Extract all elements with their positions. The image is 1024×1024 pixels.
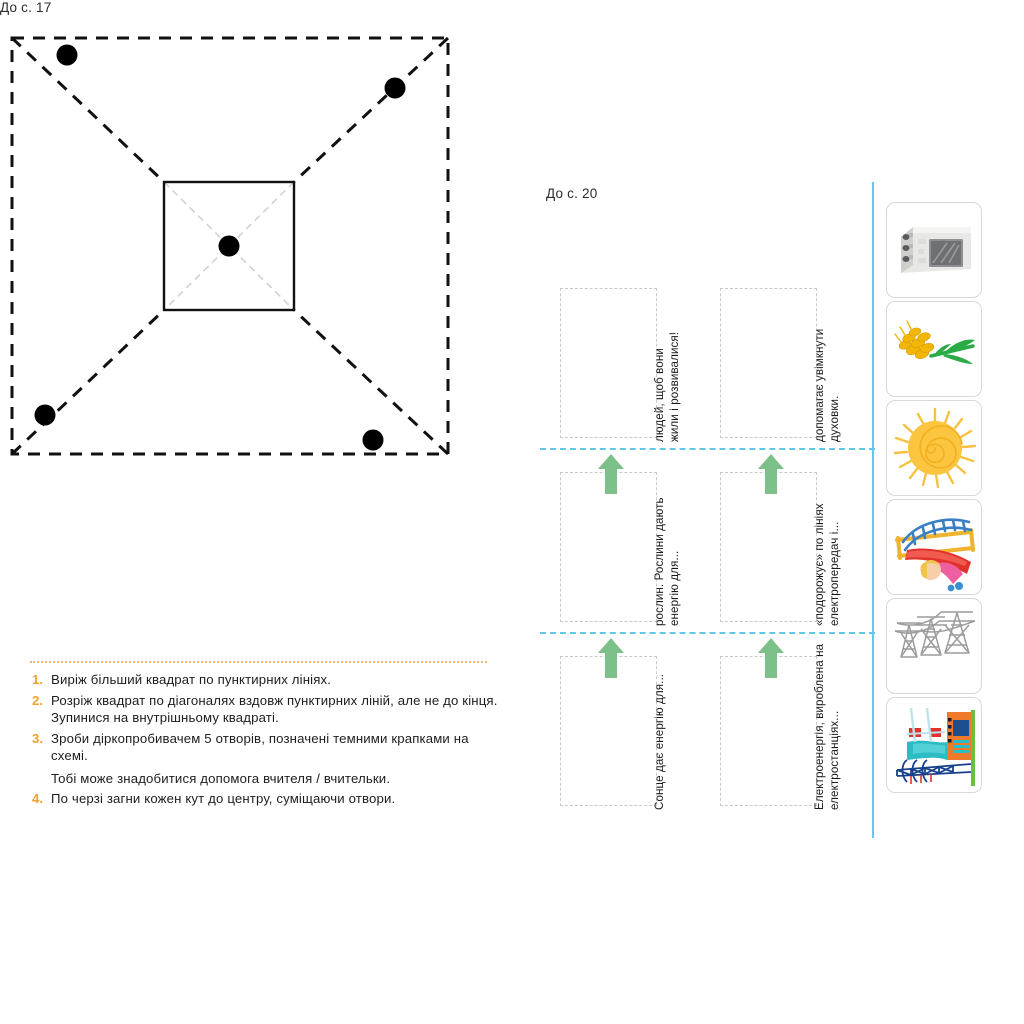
instruction-text-4: По черзі загни кожен кут до центру, сумі…	[51, 791, 396, 806]
instruction-item-4: 4. По черзі загни кожен кут до центру, с…	[32, 790, 502, 808]
green-arrow-up-icon-4	[758, 638, 784, 678]
oven-card[interactable]	[886, 202, 982, 298]
chain-label-mid-right: «подорожує» по лініях електропередач і...	[813, 503, 841, 626]
instruction-note: Тобі може знадобитися допомога вчителя /…	[51, 770, 391, 786]
instruction-text-1: Виріж більший квадрат по пунктирних ліні…	[51, 672, 332, 687]
green-arrow-up-icon-1	[598, 454, 624, 494]
drop-box-top-right[interactable]	[720, 288, 817, 438]
right-caption: До с. 20	[546, 186, 598, 201]
power-towers-card[interactable]	[886, 598, 982, 694]
child-on-slide-icon	[895, 518, 975, 592]
instructions-list: 1. Виріж більший квадрат по пунктирних л…	[32, 671, 502, 811]
picture-cards-column	[886, 202, 982, 796]
drop-box-mid-left[interactable]	[560, 472, 657, 622]
fold-square-scheme	[4, 30, 456, 462]
drop-box-mid-right[interactable]	[720, 472, 817, 622]
chain-label-bottom-right: Електроенергія, вироблена на електростан…	[813, 643, 841, 810]
chain-row-middle: рослин. Рослини дають енергію для... «под…	[540, 458, 880, 628]
chain-cell-bottom-left: Сонце дає енергію для...	[548, 642, 711, 812]
power-station-card[interactable]	[886, 697, 982, 793]
chain-row-top: людей, щоб вони жили і розвивалися! допом…	[540, 274, 880, 444]
cyan-divider-lower	[540, 632, 875, 634]
inner-solid-square	[162, 180, 296, 312]
chain-cell-top-left: людей, щоб вони жили і розвивалися!	[548, 274, 711, 444]
chain-cell-mid-right: «подорожує» по лініях електропередач і...	[708, 458, 871, 628]
oven-icon	[901, 227, 971, 273]
drop-box-bottom-right[interactable]	[720, 656, 817, 806]
hole-center	[218, 235, 240, 257]
wheat-ear-icon	[894, 320, 975, 364]
green-arrow-up-icon-3	[598, 638, 624, 678]
power-station-icon	[896, 707, 975, 786]
chain-row-bottom: Сонце дає енергію для... Електроенергія,…	[540, 642, 880, 812]
hole-bottom-left	[34, 404, 56, 426]
drop-box-top-left[interactable]	[560, 288, 657, 438]
instruction-item-3: 3. Зроби діркопробивачем 5 отворів, позн…	[32, 730, 502, 765]
punch-holes	[34, 44, 406, 451]
power-transmission-towers-icon	[894, 611, 976, 658]
chain-cell-top-right: допомагає увімкнути духовки.	[708, 274, 871, 444]
instruction-item-1: 1. Виріж більший квадрат по пунктирних л…	[32, 671, 502, 689]
green-arrow-up-icon-2	[758, 454, 784, 494]
instruction-text-3: Зроби діркопробивачем 5 отворів, позначе…	[51, 730, 469, 764]
inner-gray-diagonals	[163, 181, 295, 311]
instruction-item-2: 2. Розріж квадрат по діагоналях вздовж п…	[32, 692, 502, 727]
chain-label-top-right: допомагає увімкнути духовки.	[813, 328, 841, 442]
chain-label-bottom-left: Сонце дає енергію для...	[653, 673, 666, 810]
wheat-card[interactable]	[886, 301, 982, 397]
corner-diagonals	[10, 36, 450, 456]
vertical-blue-divider	[872, 182, 874, 838]
left-caption: До с. 17	[0, 0, 52, 15]
instruction-number-2: 2.	[32, 692, 43, 708]
child-slide-card[interactable]	[886, 499, 982, 595]
orange-dotted-divider	[30, 661, 487, 663]
chain-cell-bottom-right: Електроенергія, вироблена на електростан…	[708, 642, 871, 812]
instruction-number-3: 3.	[32, 730, 43, 746]
sun-card[interactable]	[886, 400, 982, 496]
chain-label-top-left: людей, щоб вони жили і розвивалися!	[653, 331, 681, 442]
instruction-text-2: Розріж квадрат по діагоналях вздовж пунк…	[51, 692, 498, 726]
hole-top-left	[56, 44, 78, 66]
sun-icon	[893, 407, 977, 489]
energy-chain-scheme: людей, щоб вони жили і розвивалися! допом…	[540, 258, 880, 820]
cyan-divider-upper	[540, 448, 875, 450]
outer-dashed-square	[10, 36, 450, 456]
chain-label-mid-left: рослин. Рослини дають енергію для...	[653, 497, 681, 626]
chain-cell-mid-left: рослин. Рослини дають енергію для...	[548, 458, 711, 628]
instruction-number-4: 4.	[32, 791, 43, 806]
instruction-number-1: 1.	[32, 672, 43, 687]
drop-box-bottom-left[interactable]	[560, 656, 657, 806]
hole-top-right	[384, 77, 406, 99]
hole-bottom-right	[362, 429, 384, 451]
